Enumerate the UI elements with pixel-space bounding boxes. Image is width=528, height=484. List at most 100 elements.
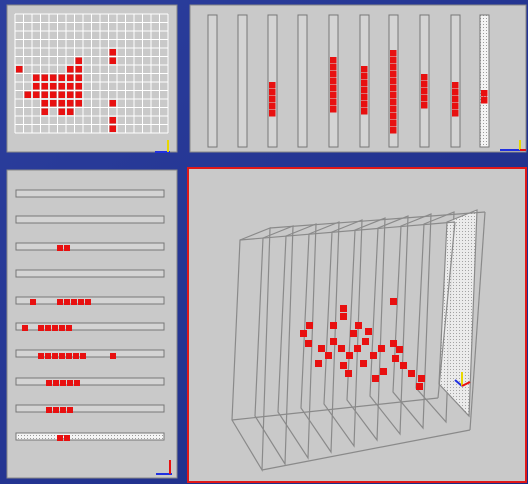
red-cube <box>408 370 415 377</box>
red-cube <box>421 74 428 81</box>
red-cube <box>110 353 116 359</box>
red-cube <box>330 64 337 71</box>
red-cube <box>75 83 82 90</box>
red-cube <box>58 108 65 115</box>
red-cube <box>390 298 397 305</box>
red-cube <box>400 362 407 369</box>
red-cube <box>340 362 347 369</box>
slot <box>15 215 165 224</box>
red-cube <box>361 94 368 101</box>
red-cube <box>269 103 276 110</box>
red-cube <box>41 100 48 107</box>
axis-indicator <box>454 379 463 387</box>
red-cube <box>60 407 66 413</box>
slice-panel <box>392 213 432 430</box>
slice-panel <box>277 223 317 460</box>
slot <box>15 432 165 441</box>
red-cube <box>390 71 397 78</box>
slot <box>15 404 165 413</box>
slot <box>15 322 165 331</box>
red-cube <box>418 375 425 382</box>
slice-panel <box>300 221 340 454</box>
red-cube <box>33 74 40 81</box>
red-cube <box>57 435 63 441</box>
red-cube <box>421 95 428 102</box>
red-cube <box>53 380 59 386</box>
red-cube <box>75 74 82 81</box>
red-cube <box>345 370 352 377</box>
red-cube <box>75 57 82 64</box>
red-cube <box>75 100 82 107</box>
slot <box>237 14 248 148</box>
slice-panel <box>346 217 386 442</box>
red-cube <box>390 57 397 64</box>
red-cube <box>38 353 44 359</box>
red-cube <box>330 71 337 78</box>
red-cube <box>390 113 397 120</box>
red-cube <box>30 299 36 305</box>
red-cube <box>421 102 428 109</box>
red-cube <box>481 97 488 104</box>
red-cube <box>392 355 399 362</box>
red-cube <box>378 345 385 352</box>
red-cube <box>390 85 397 92</box>
red-cube <box>330 99 337 106</box>
red-cube <box>41 83 48 90</box>
viewport-contents <box>14 13 526 475</box>
red-cube <box>57 245 63 251</box>
red-cube <box>59 325 65 331</box>
red-cube <box>306 322 313 329</box>
red-cube <box>67 407 73 413</box>
red-cube <box>361 108 368 115</box>
wire <box>231 397 439 421</box>
red-cube <box>24 91 31 98</box>
red-cube <box>45 353 51 359</box>
red-cube <box>66 325 72 331</box>
slot <box>297 14 308 148</box>
red-cube <box>50 91 57 98</box>
slice-panel <box>369 215 409 436</box>
red-cube <box>365 328 372 335</box>
slot <box>267 14 278 148</box>
red-cube <box>300 330 307 337</box>
red-cube <box>59 353 65 359</box>
red-cube <box>46 380 52 386</box>
red-cube <box>57 299 63 305</box>
red-cube <box>74 380 80 386</box>
wire <box>239 221 456 241</box>
red-cube <box>52 325 58 331</box>
red-cube <box>330 85 337 92</box>
red-cube <box>340 313 347 320</box>
red-cube <box>67 83 74 90</box>
slot <box>15 189 165 198</box>
red-cube <box>67 100 74 107</box>
red-cube <box>380 368 387 375</box>
red-cube <box>75 91 82 98</box>
wire <box>261 429 471 471</box>
axis-indicator <box>461 381 471 387</box>
red-cube <box>330 338 337 345</box>
red-cube <box>269 96 276 103</box>
red-cube <box>67 108 74 115</box>
red-cube <box>67 66 74 73</box>
red-cube <box>361 80 368 87</box>
red-cube <box>330 57 337 64</box>
red-cube <box>16 66 23 73</box>
red-cube <box>64 299 70 305</box>
wire <box>269 211 486 229</box>
red-cube <box>361 66 368 73</box>
red-cube <box>269 110 276 117</box>
red-cube <box>355 322 362 329</box>
red-cube <box>390 64 397 71</box>
red-cube <box>350 330 357 337</box>
red-cube <box>38 325 44 331</box>
red-cube <box>452 96 459 103</box>
red-cube <box>53 407 59 413</box>
red-cube <box>390 127 397 134</box>
slice-panel <box>254 225 294 466</box>
red-cube <box>73 353 79 359</box>
red-cube <box>360 360 367 367</box>
red-cube <box>80 353 86 359</box>
red-cube <box>60 380 66 386</box>
